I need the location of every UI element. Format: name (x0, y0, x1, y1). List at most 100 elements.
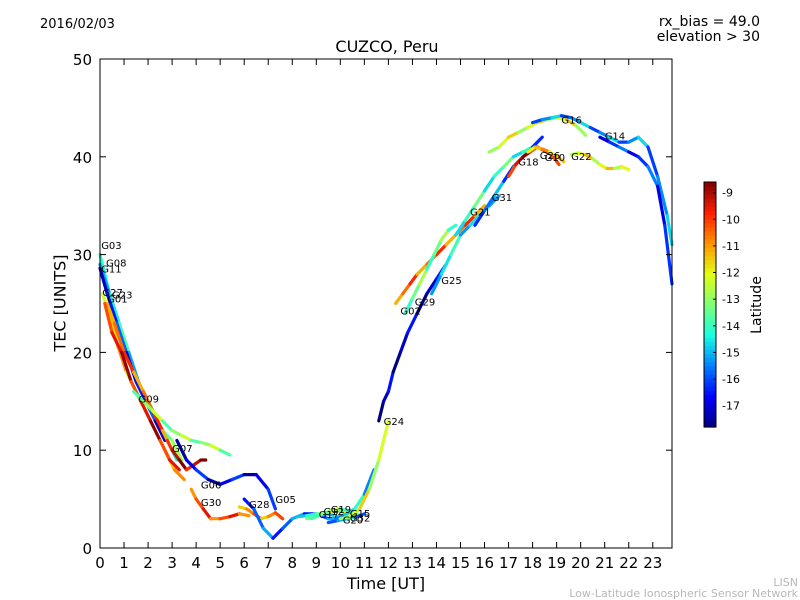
colorbar-step-4 (704, 406, 716, 412)
track-G29-seg-1 (410, 282, 422, 301)
track-G14-seg-4 (636, 155, 650, 169)
track-G25-seg-2 (449, 233, 463, 257)
colorbar-step-33 (704, 288, 716, 293)
track-G14-seg-5 (646, 165, 660, 188)
colorbar-step-10 (704, 382, 716, 387)
x-tick-label-5: 5 (215, 554, 225, 572)
track-G09-seg-6 (189, 438, 203, 444)
y-tick-label-40: 40 (73, 149, 92, 167)
track-G26-seg-4 (554, 154, 566, 164)
x-tick-label-16: 16 (475, 554, 494, 572)
track-G01-seg-2 (119, 350, 133, 384)
series-label-G25: G25 (441, 276, 461, 287)
colorbar-step-46 (704, 235, 716, 240)
series-label-G10: G10 (545, 153, 565, 164)
colorbar-step-39 (704, 263, 716, 269)
series-label-G28: G28 (249, 500, 269, 511)
track-G09-seg-0 (132, 389, 145, 403)
track-G23-seg-0 (105, 301, 117, 325)
series-label-G30: G30 (201, 498, 221, 509)
x-tick-label-3: 3 (167, 554, 177, 572)
colorbar-step-37 (704, 271, 716, 277)
track-G18-seg-6 (550, 153, 561, 167)
track-G09-seg-5 (180, 433, 193, 442)
track-G32-seg-3 (367, 458, 381, 491)
y-tick-label-50: 50 (73, 51, 92, 69)
colorbar-step-7 (704, 394, 716, 400)
series-label-G26: G26 (540, 151, 560, 162)
track-G01-seg-0 (103, 301, 114, 335)
series-label-G01: G01 (107, 295, 127, 306)
track-G03-seg-8 (170, 438, 184, 462)
track-G25-seg-6 (487, 194, 501, 208)
track-G06-seg-3 (206, 477, 222, 486)
date-label: 2016/02/03 (40, 17, 115, 32)
colorbar-step-16 (704, 357, 716, 363)
x-tick-label-13: 13 (403, 554, 422, 572)
track-G14-seg-6 (655, 184, 667, 227)
track-G25-seg-1 (439, 253, 453, 276)
colorbar-step-30 (704, 300, 716, 306)
track-G29-seg-4 (432, 238, 443, 257)
colorbar-tick-label--15: -15 (722, 346, 740, 359)
colorbar-step-51 (704, 214, 716, 220)
x-tick-label-22: 22 (619, 554, 638, 572)
series-label-G17: G17 (319, 510, 339, 521)
track-G10-seg-7 (554, 116, 568, 122)
track-G28-seg-5 (273, 511, 285, 521)
colorbar-step-24 (704, 324, 716, 330)
series-label-G22: G22 (571, 152, 591, 163)
track-G01-seg-6 (158, 438, 172, 462)
track-G14-seg-0 (598, 135, 612, 144)
series-label-G06: G06 (201, 480, 221, 491)
track-G32-seg-0 (338, 515, 352, 521)
track-G05-seg-3 (271, 526, 285, 540)
track-G05-seg-0 (242, 497, 256, 511)
colorbar-step-20 (704, 341, 716, 346)
series-label-G20: G20 (343, 516, 363, 527)
track-G29-seg-5 (439, 228, 451, 242)
track-G14-seg-1 (607, 140, 621, 149)
track-G30-seg-1 (194, 497, 205, 511)
colorbar-step-8 (704, 390, 716, 395)
colorbar-step-43 (704, 247, 716, 253)
track-G24-seg-7 (425, 277, 439, 296)
track-G24-seg-5 (406, 311, 419, 335)
track-G32-seg-2 (358, 487, 371, 511)
colorbar-step-50 (704, 218, 716, 224)
x-tick-label-14: 14 (427, 554, 446, 572)
colorbar-step-48 (704, 226, 716, 232)
track-G30-seg-4 (218, 515, 232, 521)
x-tick-label-18: 18 (523, 554, 542, 572)
x-tick-label-20: 20 (571, 554, 590, 572)
track-G01-seg-5 (148, 419, 162, 442)
track-G16-seg-10 (627, 135, 641, 144)
track-G14-seg-3 (627, 150, 641, 159)
track-G23-seg-3 (132, 370, 145, 394)
colorbar-step-49 (704, 222, 716, 228)
colorbar-step-12 (704, 373, 716, 379)
track-G24-seg-3 (391, 350, 402, 374)
track-G29-seg-6 (446, 223, 458, 232)
colorbar-step-3 (704, 410, 716, 416)
colorbar-tick-label--17: -17 (722, 400, 740, 413)
track-G10-seg-2 (507, 130, 520, 139)
track-G24-seg-1 (382, 389, 390, 403)
track-G31-seg-2 (492, 179, 506, 198)
track-G02-seg-3 (415, 262, 429, 276)
track-G23-seg-1 (112, 321, 126, 354)
track-G31-seg-0 (473, 209, 487, 227)
track-G09-seg-3 (160, 419, 174, 433)
colorbar-step-40 (704, 259, 716, 265)
colorbar-tick-label--11: -11 (722, 240, 740, 253)
track-G02-seg-0 (394, 292, 405, 306)
colorbar-step-52 (704, 210, 716, 216)
colorbar-step-21 (704, 337, 716, 342)
x-tick-label-10: 10 (331, 554, 350, 572)
track-G10-seg-0 (487, 145, 501, 154)
x-tick-label-23: 23 (643, 554, 662, 572)
track-G15-seg-3 (362, 468, 376, 496)
track-G32-seg-1 (348, 507, 362, 519)
track-G10-seg-3 (516, 125, 530, 134)
series-label-G29: G29 (415, 298, 435, 309)
